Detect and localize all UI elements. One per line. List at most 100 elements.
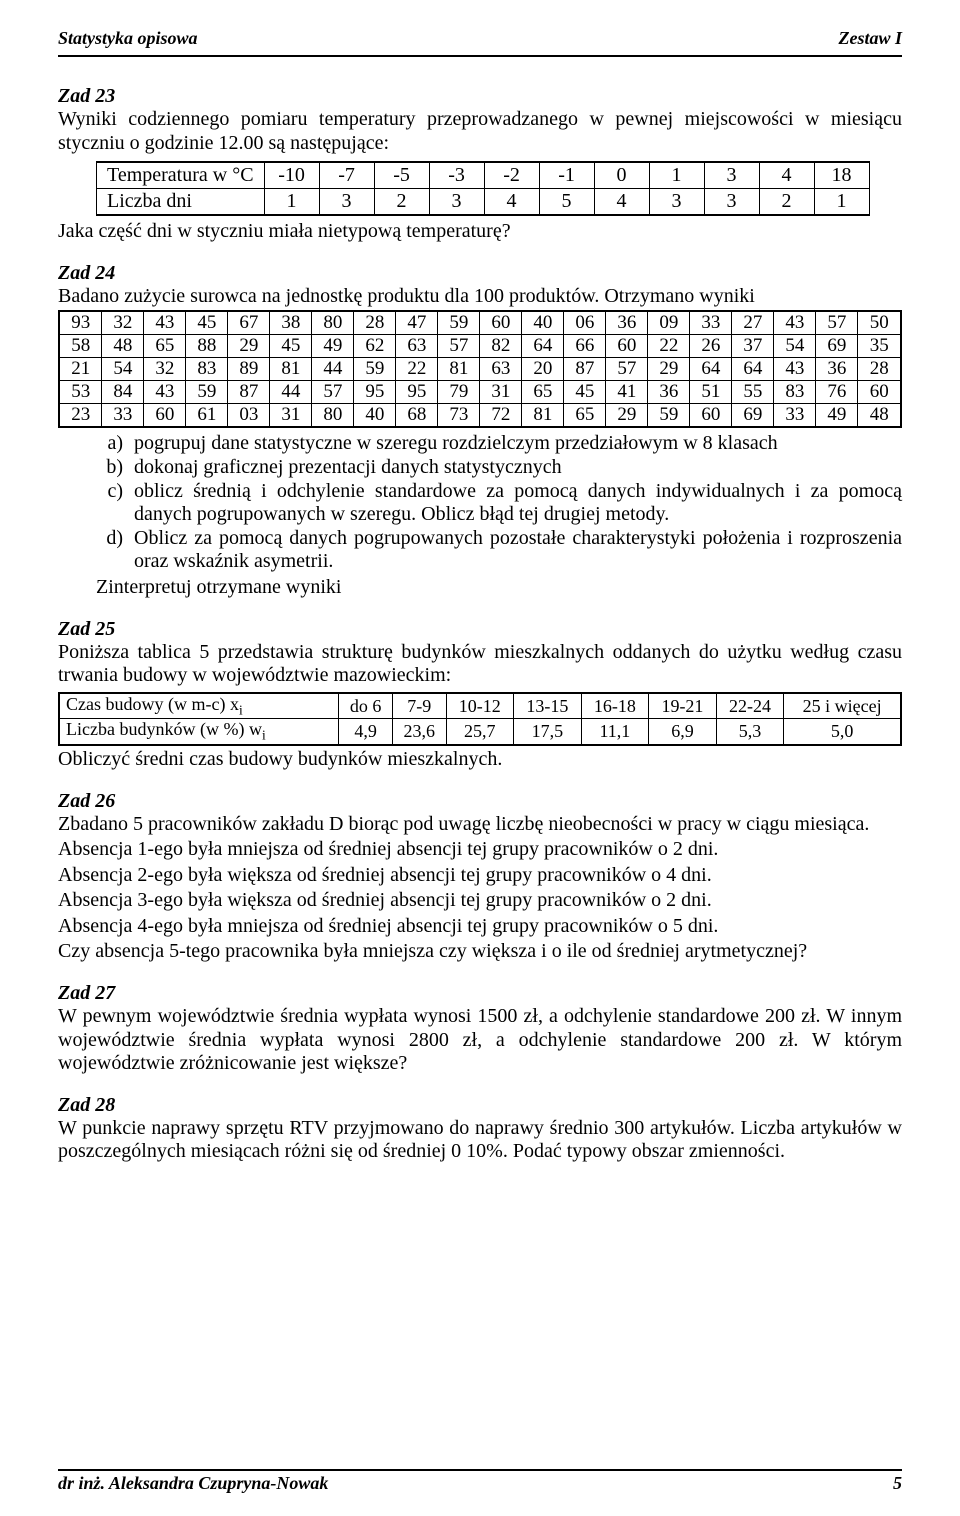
t25-cell: 11,1: [581, 719, 649, 745]
t24-cell: 65: [564, 404, 606, 428]
t24-cell: 29: [648, 358, 690, 381]
t24-cell: 80: [312, 311, 354, 335]
t23-cell: -1: [539, 162, 594, 189]
t23-cell: -5: [374, 162, 429, 189]
t24-cell: 59: [438, 311, 480, 335]
t24-cell: 84: [102, 381, 144, 404]
t24-cell: 22: [648, 335, 690, 358]
t25-cell: 25 i więcej: [784, 693, 901, 719]
t23-cell: 2: [374, 189, 429, 216]
header-left: Statystyka opisowa: [58, 28, 198, 49]
t24-cell: 59: [186, 381, 228, 404]
t24-cell: 73: [438, 404, 480, 428]
t24-cell: 69: [732, 404, 774, 428]
t24-cell: 55: [732, 381, 774, 404]
t24-cell: 22: [396, 358, 438, 381]
t23-cell: 1: [264, 189, 319, 216]
t24-cell: 49: [312, 335, 354, 358]
t25-row1-label: Czas budowy (w m-c) xi: [59, 693, 339, 719]
t24-cell: 80: [312, 404, 354, 428]
t24-cell: 60: [690, 404, 732, 428]
zad27-title: Zad 27: [58, 982, 902, 1005]
zad25-question: Obliczyć średni czas budowy budynków mie…: [58, 748, 902, 772]
t23-cell: -10: [264, 162, 319, 189]
t24-cell: 41: [606, 381, 648, 404]
page-header: Statystyka opisowa Zestaw I: [58, 28, 902, 53]
t24-cell: 64: [732, 358, 774, 381]
header-right: Zestaw I: [838, 28, 902, 49]
t24-cell: 69: [816, 335, 858, 358]
zad25-intro: Poniższa tablica 5 przedstawia strukturę…: [58, 641, 902, 688]
t24-cell: 62: [354, 335, 396, 358]
t23-cell: 2: [759, 189, 814, 216]
t23-cell: 18: [814, 162, 869, 189]
t23-cell: 4: [594, 189, 649, 216]
t25-cell: 16-18: [581, 693, 649, 719]
t23-cell: 3: [429, 189, 484, 216]
zad26-line-5: Czy absencja 5-tego pracownika była mnie…: [58, 940, 902, 964]
t23-cell: 1: [649, 162, 704, 189]
t24-cell: 67: [228, 311, 270, 335]
t24-cell: 43: [144, 311, 186, 335]
t24-cell: 89: [228, 358, 270, 381]
t24-cell: 65: [522, 381, 564, 404]
zad24-title: Zad 24: [58, 262, 902, 285]
t24-cell: 51: [690, 381, 732, 404]
t24-cell: 49: [816, 404, 858, 428]
t24-cell: 33: [690, 311, 732, 335]
t24-cell: 35: [858, 335, 901, 358]
t23-cell: 3: [704, 162, 759, 189]
t24-cell: 43: [774, 311, 816, 335]
t24-cell: 58: [59, 335, 102, 358]
t24-cell: 44: [312, 358, 354, 381]
t23-cell: -2: [484, 162, 539, 189]
t24-cell: 45: [564, 381, 606, 404]
t24-cell: 60: [858, 381, 901, 404]
t25-cell: 13-15: [514, 693, 582, 719]
t25-cell: 25,7: [446, 719, 514, 745]
t24-cell: 54: [774, 335, 816, 358]
footer-rule: [58, 1469, 902, 1471]
zad24-item-b: dokonaj graficznej prezentacji danych st…: [128, 456, 902, 480]
t23-row2-label: Liczba dni: [97, 189, 265, 216]
t24-cell: 57: [438, 335, 480, 358]
t25-cell: 22-24: [716, 693, 784, 719]
t24-cell: 21: [59, 358, 102, 381]
zad24-intro: Badano zużycie surowca na jednostkę prod…: [58, 285, 902, 309]
t24-cell: 50: [858, 311, 901, 335]
zad23-intro: Wyniki codziennego pomiaru temperatury p…: [58, 108, 902, 155]
t24-cell: 40: [354, 404, 396, 428]
t24-cell: 28: [354, 311, 396, 335]
t24-cell: 95: [354, 381, 396, 404]
t24-cell: 59: [354, 358, 396, 381]
t24-cell: 66: [564, 335, 606, 358]
t24-cell: 43: [774, 358, 816, 381]
t23-cell: 3: [704, 189, 759, 216]
zad26-line-2: Absencja 2-ego była większa od średniej …: [58, 864, 902, 888]
t24-cell: 29: [606, 404, 648, 428]
t24-cell: 82: [480, 335, 522, 358]
zad26-line-1: Absencja 1-ego była mniejsza od średniej…: [58, 838, 902, 862]
zad23-title: Zad 23: [58, 85, 902, 108]
t24-cell: 40: [522, 311, 564, 335]
t24-cell: 60: [144, 404, 186, 428]
t24-cell: 33: [774, 404, 816, 428]
t25-cell: 5,0: [784, 719, 901, 745]
t24-cell: 79: [438, 381, 480, 404]
zad26-line-3: Absencja 3-ego była większa od średniej …: [58, 889, 902, 913]
t24-cell: 60: [606, 335, 648, 358]
t25-cell: 17,5: [514, 719, 582, 745]
t24-cell: 57: [606, 358, 648, 381]
t24-cell: 36: [648, 381, 690, 404]
header-rule: [58, 55, 902, 57]
t24-cell: 83: [774, 381, 816, 404]
t23-cell: 3: [319, 189, 374, 216]
t23-cell: 1: [814, 189, 869, 216]
t23-cell: 3: [649, 189, 704, 216]
t25-cell: 5,3: [716, 719, 784, 745]
zad26-line-0: Zbadano 5 pracowników zakładu D biorąc p…: [58, 813, 902, 837]
zad25-title: Zad 25: [58, 618, 902, 641]
t24-cell: 36: [816, 358, 858, 381]
zad24-item-a: pogrupuj dane statystyczne w szeregu roz…: [128, 432, 902, 456]
t24-cell: 44: [270, 381, 312, 404]
